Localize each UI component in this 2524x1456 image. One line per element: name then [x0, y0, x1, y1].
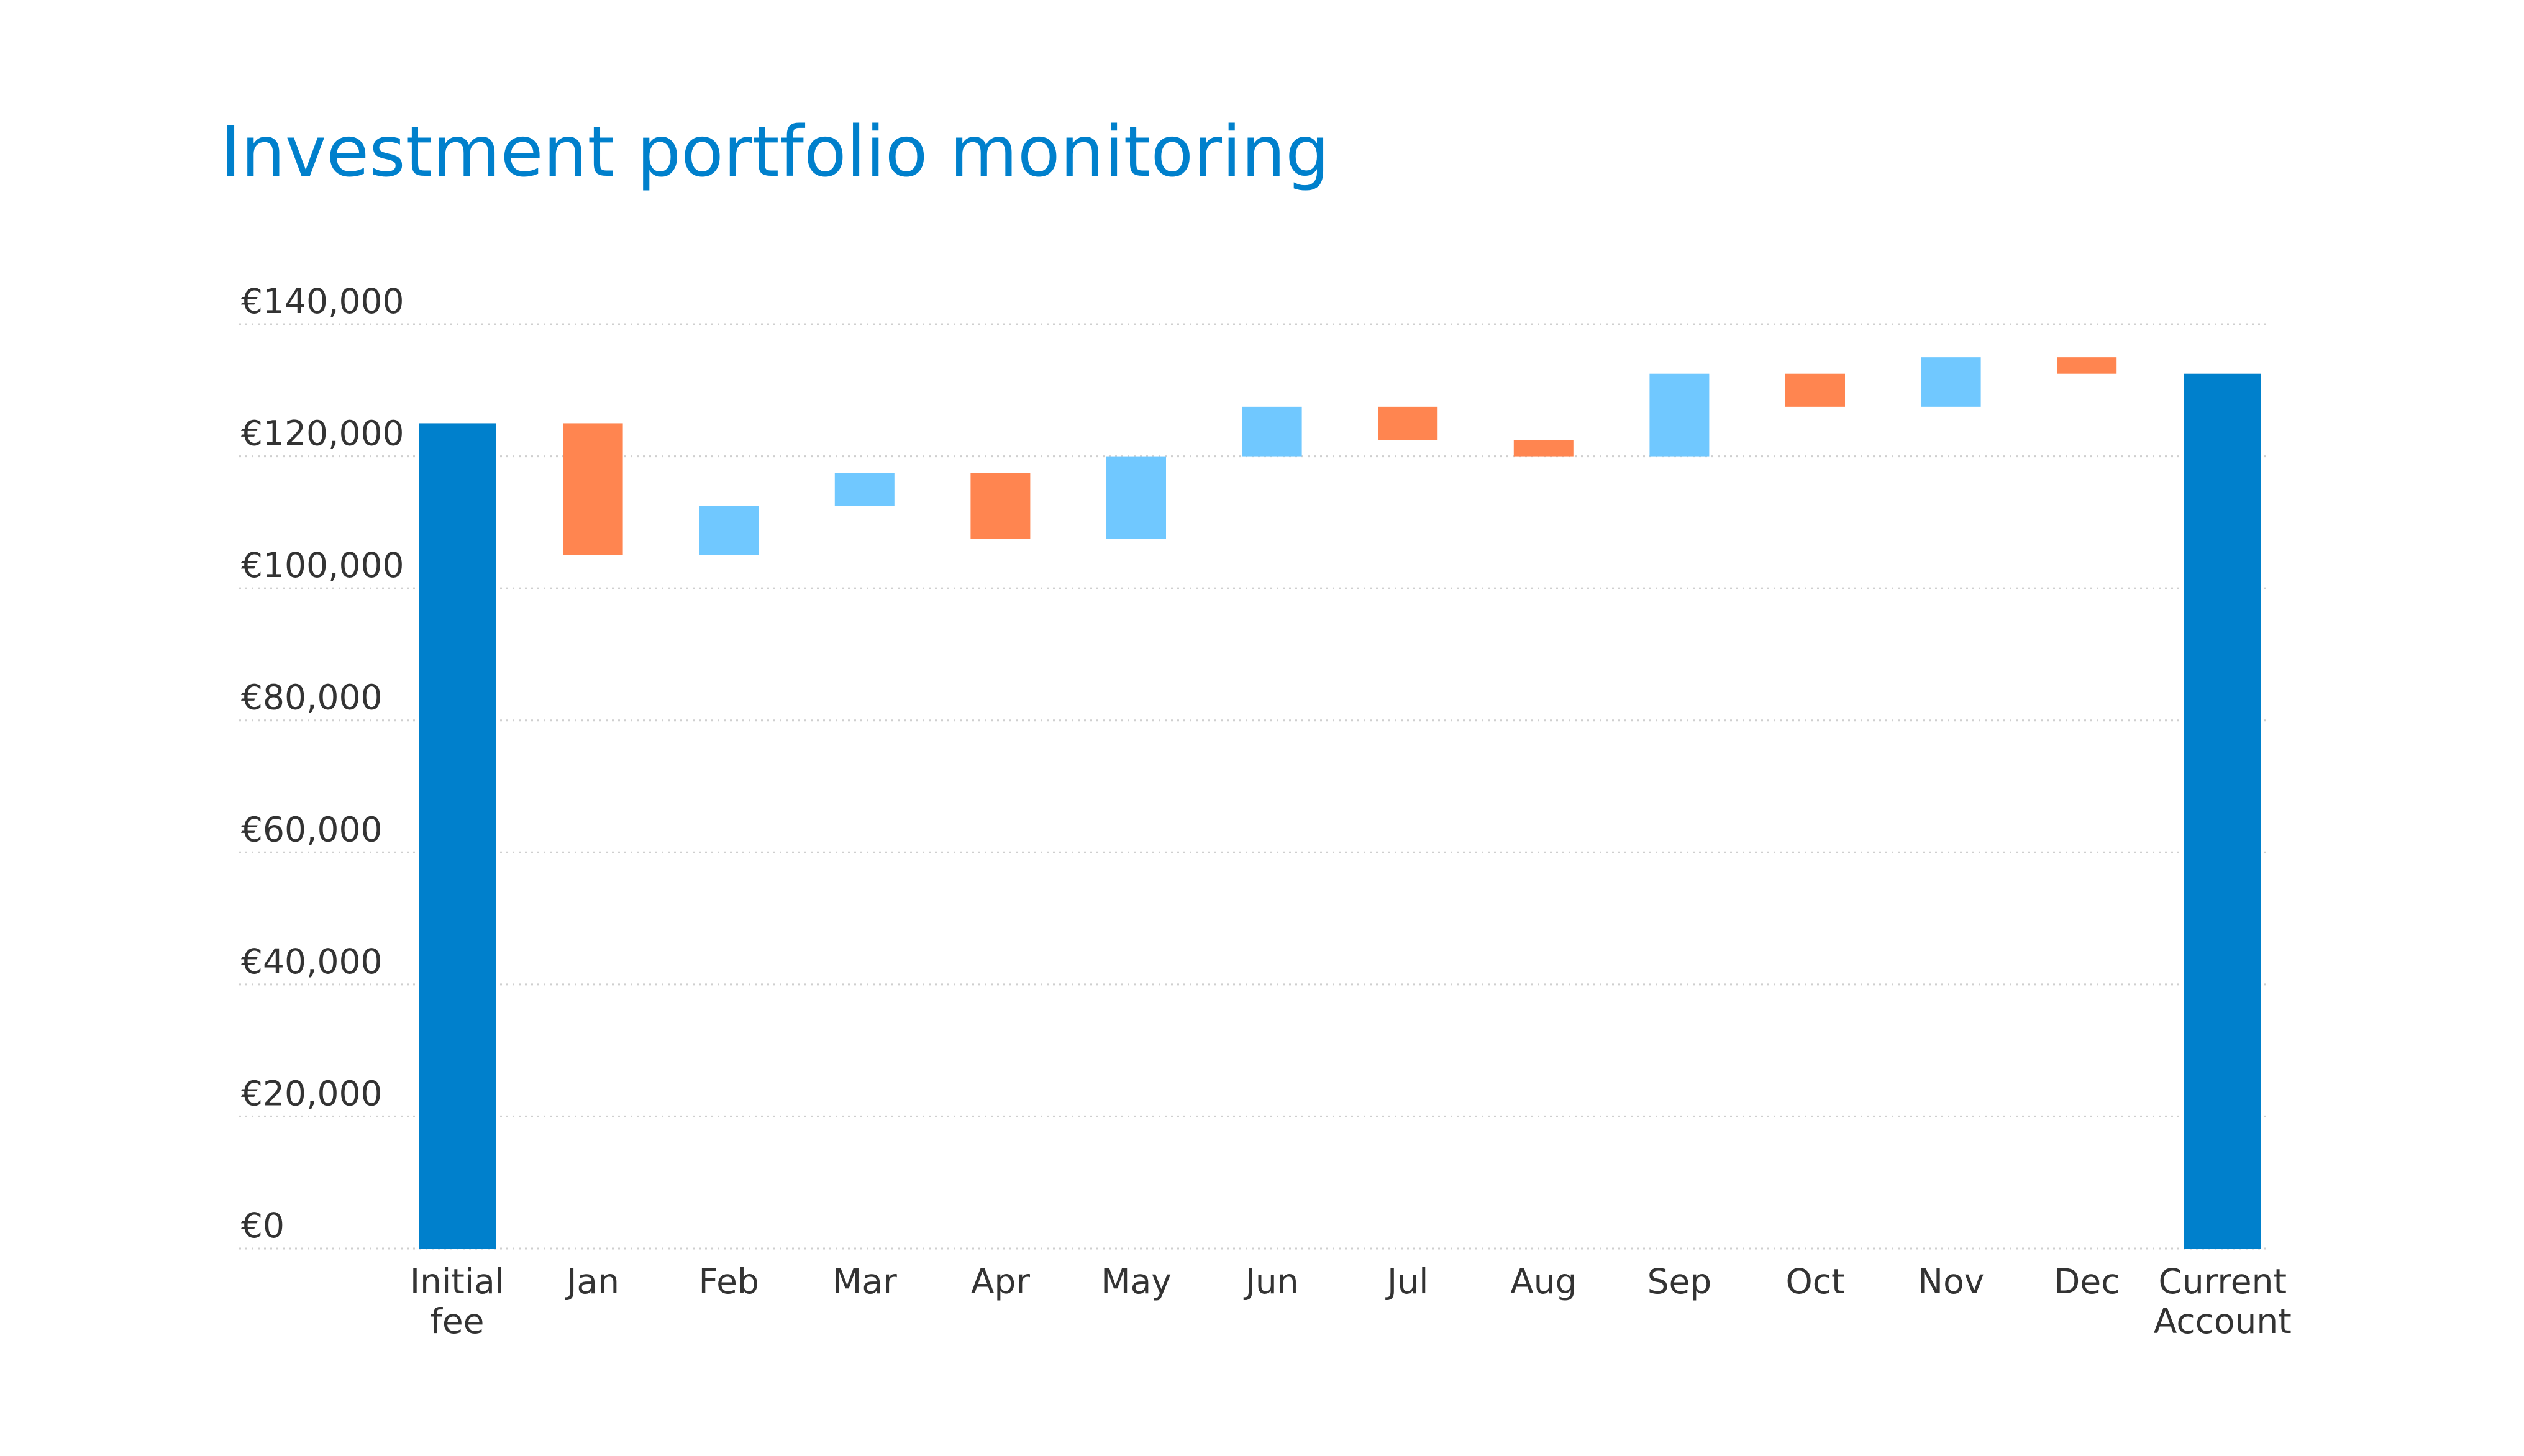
y-tick-label: €60,000 — [241, 809, 382, 849]
y-tick-label: €20,000 — [241, 1073, 382, 1113]
x-tick-label: fee — [430, 1301, 484, 1341]
y-tick-label: €40,000 — [241, 942, 382, 981]
bar-feb — [699, 506, 759, 555]
grid-lines — [239, 323, 2267, 1250]
x-tick-label: Initial — [410, 1262, 504, 1301]
x-tick-label: Account — [2154, 1301, 2292, 1341]
y-axis-tick-labels: €0 €20,000 €40,000 €60,000 €80,000 €100,000 €1… — [241, 281, 404, 1245]
x-tick-label: Apr — [971, 1262, 1031, 1301]
bar-jul — [1378, 406, 1438, 440]
y-tick-label: €140,000 — [241, 281, 404, 321]
bars — [419, 357, 2261, 1249]
y-tick-label: €100,000 — [241, 545, 404, 585]
x-tick-label: Nov — [1918, 1262, 1984, 1301]
x-tick-label: Jan — [565, 1262, 619, 1301]
bar-mar — [834, 473, 895, 506]
y-tick-label: €80,000 — [241, 678, 382, 717]
x-tick-label: Jul — [1385, 1262, 1428, 1301]
bar-may — [1106, 456, 1166, 539]
bar-initial-fee — [419, 423, 496, 1249]
bar-nov — [1921, 357, 1981, 407]
bar-current-account — [2184, 373, 2261, 1249]
bar-sep — [1649, 373, 1710, 457]
x-tick-label: Feb — [699, 1262, 759, 1301]
y-tick-label: €0 — [241, 1206, 285, 1245]
x-tick-label: May — [1101, 1262, 1172, 1301]
x-tick-label: Mar — [832, 1262, 897, 1301]
bar-oct — [1785, 373, 1845, 407]
x-tick-label: Dec — [2054, 1262, 2120, 1301]
bar-aug — [1513, 440, 1574, 457]
x-tick-label: Oct — [1785, 1262, 1844, 1301]
bar-dec — [2057, 357, 2117, 374]
bar-jun — [1242, 406, 1302, 457]
x-tick-label: Jun — [1244, 1262, 1299, 1301]
chart-title: Investment portfolio monitoring — [221, 112, 1329, 193]
bar-jan — [563, 423, 623, 555]
x-tick-label: Sep — [1647, 1262, 1712, 1301]
x-tick-label: Current — [2159, 1262, 2287, 1301]
x-tick-label: Aug — [1510, 1262, 1577, 1301]
bar-apr — [970, 473, 1031, 539]
y-tick-label: €120,000 — [241, 414, 404, 453]
